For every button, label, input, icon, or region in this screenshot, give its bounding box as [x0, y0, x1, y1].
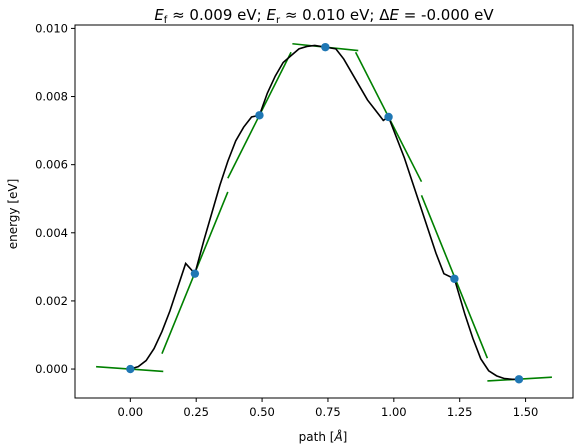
title-ef-symbol: E — [154, 6, 164, 24]
x-axis-label-text: path [ — [299, 430, 335, 444]
x-tick-label-3: 0.75 — [315, 405, 341, 419]
y-tick-label-0: 0.000 — [35, 362, 68, 376]
x-tick-label-0: 0.00 — [118, 405, 144, 419]
title-er-value: ≈ 0.010 eV; Δ — [280, 6, 390, 24]
image-point-0 — [126, 364, 135, 374]
y-tick-label-1: 0.002 — [35, 294, 68, 308]
x-axis-label: path [Å] — [299, 429, 348, 444]
image-point-5 — [450, 274, 459, 283]
image-points — [126, 42, 524, 384]
chart-title: Ef ≈ 0.009 eV; Er ≈ 0.010 eV; ΔE = -0.00… — [154, 6, 494, 26]
y-tick-label-4: 0.008 — [35, 90, 68, 104]
x-tick-label-4: 1.00 — [381, 405, 407, 419]
x-tick-label-1: 0.25 — [183, 405, 209, 419]
image-point-2 — [255, 111, 264, 120]
x-tick-label-5: 1.25 — [447, 405, 473, 419]
y-tick-label-3: 0.006 — [35, 158, 68, 172]
title-ef-value: ≈ 0.009 eV; — [167, 6, 266, 24]
x-axis-label-close: ] — [343, 430, 348, 444]
image-point-3 — [321, 42, 330, 52]
y-axis-ticks: 0.000 0.002 0.004 0.006 0.008 0.010 — [35, 21, 75, 376]
x-tick-label-6: 1.50 — [513, 405, 539, 419]
image-point-1 — [190, 269, 200, 278]
x-axis-label-unit: Å — [333, 429, 342, 444]
y-tick-label-2: 0.004 — [35, 226, 68, 240]
title-er-sub: r — [276, 15, 281, 26]
title-de-symbol: E — [389, 6, 399, 24]
image-point-6 — [514, 375, 524, 384]
title-ef-sub: f — [164, 15, 168, 26]
title-de-value: = -0.000 eV — [399, 6, 494, 24]
x-tick-label-2: 0.50 — [249, 405, 275, 419]
x-axis-ticks: 0.00 0.25 0.50 0.75 1.00 1.25 1.50 — [118, 398, 539, 419]
title-er-symbol: E — [266, 6, 276, 24]
y-axis-label: energy [eV] — [6, 179, 20, 250]
y-tick-label-5: 0.010 — [35, 21, 68, 35]
image-point-4 — [384, 112, 393, 122]
axes-frame — [74, 24, 574, 399]
